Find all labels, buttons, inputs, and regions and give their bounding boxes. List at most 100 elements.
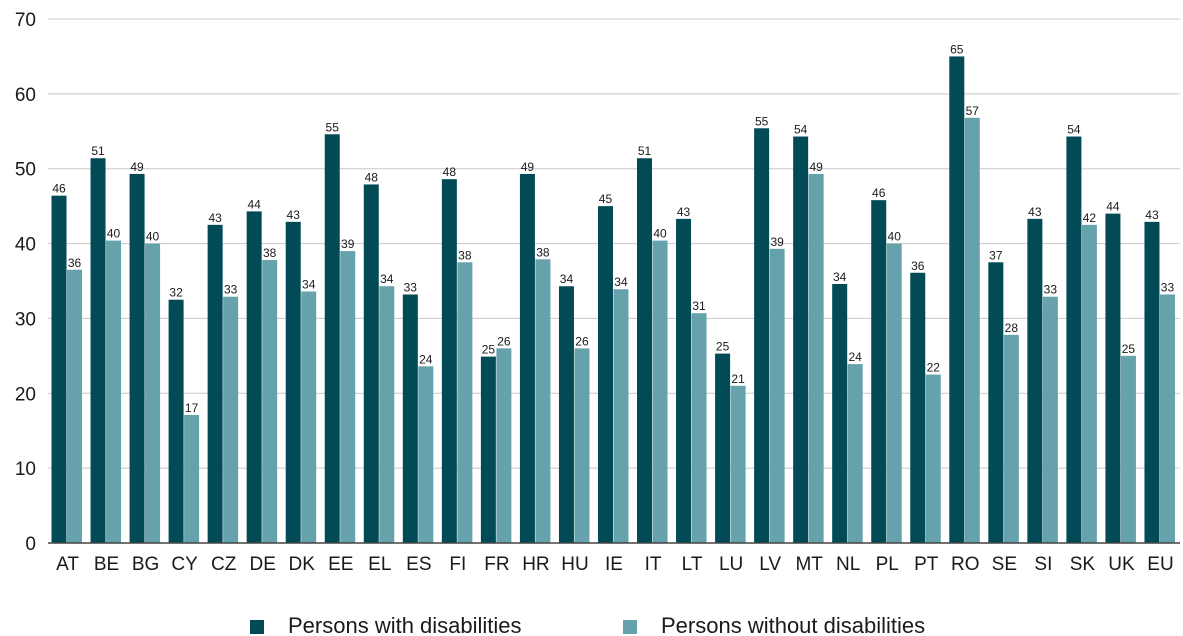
data-label: 26 [497, 334, 511, 348]
bar-without-disabilities [418, 366, 434, 543]
x-tick-label: DK [289, 554, 316, 575]
data-label: 34 [380, 272, 394, 286]
data-label: 43 [1028, 205, 1042, 219]
x-tick-label: EL [368, 554, 391, 575]
legend-swatch [623, 620, 637, 634]
bar-with-disabilities [597, 206, 613, 543]
x-tick-label: LT [682, 554, 703, 575]
data-label: 49 [130, 160, 144, 174]
bar-with-disabilities [285, 221, 301, 543]
data-label: 17 [185, 401, 199, 415]
bar-with-disabilities [988, 262, 1004, 543]
bar-with-disabilities [1105, 213, 1121, 543]
bar-without-disabilities [67, 269, 82, 543]
x-tick-label: UK [1108, 554, 1135, 575]
bar-with-disabilities [558, 286, 574, 543]
bar-without-disabilities [691, 313, 707, 543]
x-tick-label: LU [719, 554, 743, 575]
x-tick-label: IT [645, 554, 662, 575]
data-label: 49 [809, 160, 823, 174]
x-tick-label: FR [484, 554, 509, 575]
data-label: 34 [833, 270, 847, 284]
data-label: 34 [614, 275, 628, 289]
data-label: 48 [443, 165, 457, 179]
data-label: 46 [52, 182, 66, 196]
bar-with-disabilities [715, 353, 731, 543]
data-label: 34 [302, 277, 316, 291]
bar-with-disabilities [90, 158, 106, 543]
data-label: 44 [1106, 200, 1120, 214]
x-tick-label: SK [1070, 554, 1096, 575]
data-label: 43 [677, 205, 691, 219]
y-tick-label: 30 [15, 309, 36, 330]
data-label: 33 [1044, 283, 1058, 297]
x-tick-label: LV [759, 554, 781, 575]
data-label: 42 [1083, 211, 1097, 225]
data-label: 55 [755, 114, 769, 128]
data-label: 40 [888, 230, 902, 244]
data-label: 33 [224, 283, 238, 297]
data-label: 57 [966, 104, 980, 118]
bar-without-disabilities [262, 260, 278, 543]
data-label: 54 [1067, 123, 1081, 137]
bar-with-disabilities [1027, 218, 1043, 543]
bar-without-disabilities [1042, 296, 1058, 543]
legend-swatch [250, 620, 264, 634]
data-label: 46 [872, 186, 886, 200]
y-tick-label: 60 [15, 85, 36, 106]
x-tick-label: CY [171, 554, 198, 575]
bar-with-disabilities [324, 134, 340, 543]
x-tick-label: ES [406, 554, 431, 575]
data-label: 51 [638, 144, 652, 158]
data-label: 43 [287, 208, 301, 222]
y-tick-label: 20 [15, 384, 36, 405]
data-label: 43 [1145, 208, 1159, 222]
x-tick-label: NL [836, 554, 860, 575]
bar-without-disabilities [301, 291, 317, 543]
data-label: 21 [731, 372, 745, 386]
data-label: 34 [560, 272, 574, 286]
x-tick-label: FI [449, 554, 466, 575]
bar-without-disabilities [1120, 355, 1136, 543]
bar-with-disabilities [480, 356, 496, 543]
data-label: 32 [169, 286, 183, 300]
data-label: 44 [247, 197, 261, 211]
bar-without-disabilities [106, 240, 122, 543]
y-tick-label: 0 [25, 534, 36, 555]
data-label: 33 [1161, 280, 1175, 294]
bar-with-disabilities [246, 211, 262, 543]
bar-with-disabilities [168, 299, 184, 543]
x-tick-label: AT [56, 554, 79, 575]
bar-without-disabilities [769, 248, 785, 543]
bar-with-disabilities [1066, 136, 1082, 544]
data-label: 38 [458, 248, 472, 262]
bar-with-disabilities [441, 179, 457, 544]
data-label: 39 [770, 235, 784, 249]
data-label: 65 [950, 42, 964, 56]
bar-without-disabilities [145, 243, 161, 544]
bar-without-disabilities [496, 348, 512, 543]
data-label: 43 [208, 211, 222, 225]
data-label: 48 [365, 170, 379, 184]
bar-without-disabilities [964, 117, 980, 543]
bar-with-disabilities [676, 218, 692, 543]
data-label: 24 [419, 352, 433, 366]
bar-with-disabilities [51, 195, 67, 544]
bar-with-disabilities [949, 56, 965, 544]
bar-without-disabilities [886, 243, 902, 544]
bar-with-disabilities [637, 158, 653, 543]
bar-with-disabilities [910, 272, 926, 543]
legend-label: Persons without disabilities [661, 613, 925, 636]
bar-without-disabilities [925, 374, 941, 543]
data-label: 39 [341, 237, 355, 251]
x-tick-label: PL [876, 554, 899, 575]
data-label: 40 [653, 227, 667, 241]
data-label: 25 [716, 340, 730, 354]
bar-without-disabilities [613, 289, 629, 543]
bar-without-disabilities [1081, 224, 1097, 543]
bar-with-disabilities [871, 200, 887, 543]
bar-without-disabilities [457, 262, 473, 543]
bar-with-disabilities [754, 128, 770, 543]
bar-without-disabilities [847, 364, 863, 543]
